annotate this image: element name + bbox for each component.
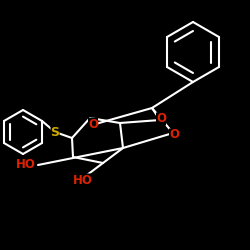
Text: HO: HO	[16, 158, 36, 172]
Text: S: S	[50, 126, 59, 138]
Text: O: O	[156, 112, 166, 126]
Text: O: O	[169, 128, 179, 141]
Text: O: O	[88, 118, 98, 130]
Text: HO: HO	[73, 174, 93, 186]
